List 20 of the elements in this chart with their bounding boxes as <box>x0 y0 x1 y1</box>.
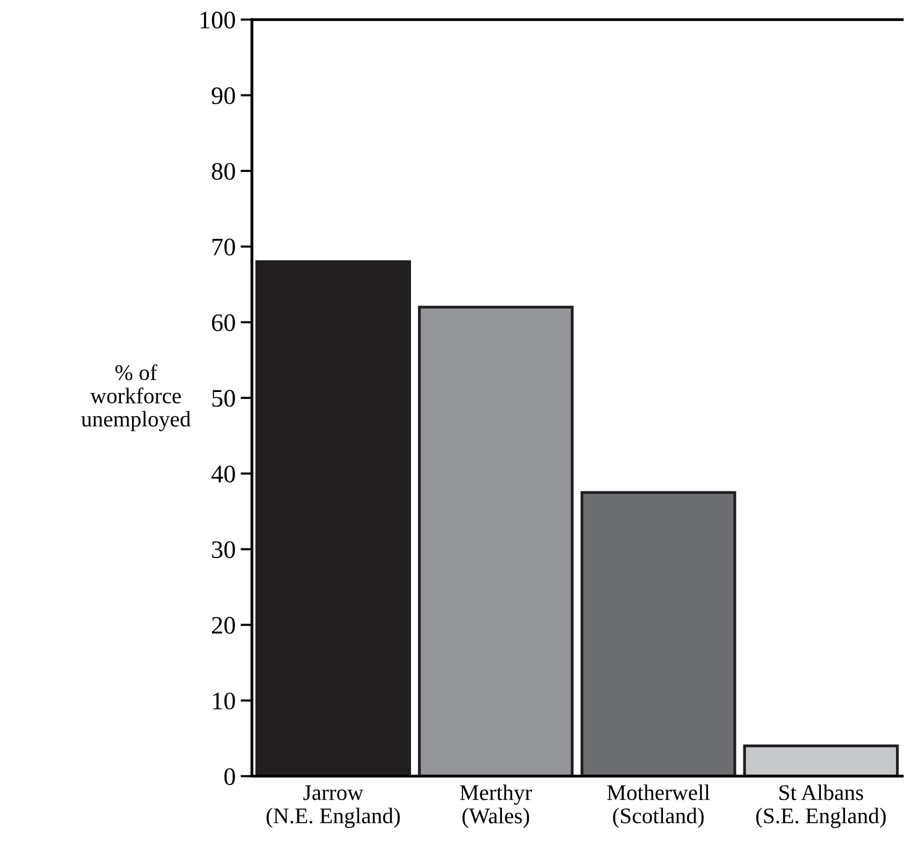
y-tick-label: 100 <box>200 12 235 29</box>
y-tick-label: 30 <box>212 541 235 558</box>
y-tick-label: 20 <box>212 616 235 634</box>
x-tick-label: St Albans (S.E. England) <box>756 784 886 828</box>
y-tick-label: 80 <box>212 162 235 180</box>
y-tick-label: 0 <box>224 768 235 786</box>
bar <box>580 491 736 776</box>
bar <box>743 744 899 776</box>
x-tick-label: Jarrow (N.E. England) <box>266 785 400 828</box>
bar <box>418 306 574 776</box>
bar <box>255 260 411 776</box>
y-tick-label: 60 <box>212 314 235 332</box>
y-tick-label: 10 <box>213 692 235 710</box>
y-tick-label: 70 <box>212 238 235 256</box>
y-tick-label: 50 <box>212 390 235 407</box>
y-tick-label: 40 <box>211 466 235 482</box>
x-tick-label: Motherwell (Scotland) <box>607 784 710 828</box>
y-tick-label: 90 <box>212 87 235 104</box>
y-axis-title: % of workforce unemployed <box>81 364 191 432</box>
x-tick-label: Merthyr (Wales) <box>460 784 532 828</box>
